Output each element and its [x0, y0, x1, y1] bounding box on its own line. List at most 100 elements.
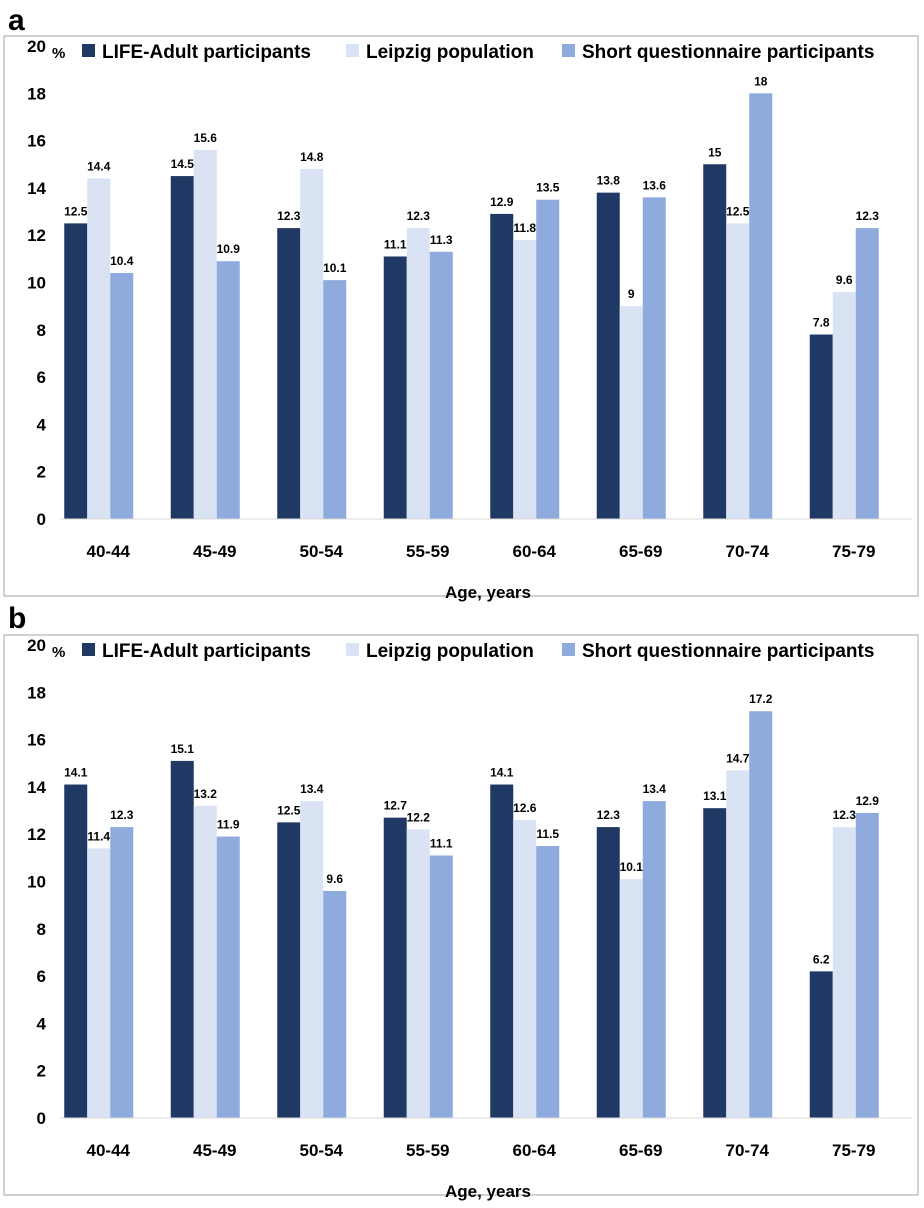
legend-swatch-0: [82, 643, 95, 656]
x-tick-label: 55-59: [406, 542, 449, 561]
x-tick-label: 45-49: [193, 1141, 236, 1160]
bar-1: [726, 770, 750, 1118]
x-tick-label: 75-79: [832, 1141, 875, 1160]
bar-0: [170, 760, 194, 1118]
data-label: 14.1: [490, 766, 514, 780]
bar-0: [64, 784, 88, 1118]
bar-2: [216, 836, 240, 1118]
y-tick-label: 6: [37, 368, 46, 387]
data-label: 7.8: [813, 316, 830, 330]
bar-1: [87, 848, 111, 1118]
bar-2: [536, 199, 560, 519]
bar-0: [596, 827, 620, 1118]
data-label: 9.6: [836, 273, 853, 287]
data-label: 12.7: [384, 799, 408, 813]
bar-1: [832, 827, 856, 1118]
bar-1: [300, 168, 324, 520]
data-label: 15: [708, 145, 722, 159]
data-label: 13.1: [703, 789, 727, 803]
bar-0: [383, 256, 407, 519]
bar-0: [490, 213, 514, 520]
bar-1: [300, 801, 324, 1118]
data-label: 10.1: [620, 860, 644, 874]
y-tick-label: 20: [27, 37, 46, 56]
bar-2: [110, 273, 134, 519]
data-label: 10.1: [323, 261, 347, 275]
data-label: 13.5: [536, 181, 560, 195]
data-label: 12.3: [856, 209, 880, 223]
data-label: 11.1: [430, 836, 453, 850]
bar-0: [703, 164, 727, 519]
legend-label: LIFE-Adult participants: [102, 641, 311, 662]
data-label: 12.3: [597, 808, 621, 822]
x-tick-label: 75-79: [832, 542, 875, 561]
y-tick-label: 12: [27, 825, 46, 844]
bar-1: [513, 239, 537, 519]
bar-0: [596, 192, 620, 519]
data-label: 10.9: [217, 242, 241, 256]
data-label: 14.7: [726, 751, 750, 765]
x-tick-label: 45-49: [193, 542, 236, 561]
y-tick-label: 18: [27, 84, 46, 103]
data-label: 6.2: [813, 952, 830, 966]
y-tick-label: 16: [27, 731, 46, 750]
plot-border: [3, 35, 919, 597]
legend-label: Leipzig population: [366, 42, 534, 63]
bar-0: [703, 808, 727, 1118]
data-label: 17.2: [749, 692, 773, 706]
y-tick-label: 14: [27, 179, 46, 198]
bar-1: [832, 291, 856, 519]
data-label: 14.1: [64, 766, 88, 780]
legend-label: Leipzig population: [366, 641, 534, 662]
data-label: 13.2: [194, 787, 218, 801]
bar-0: [277, 822, 301, 1118]
x-tick-label: 55-59: [406, 1141, 449, 1160]
data-label: 14.8: [300, 150, 324, 164]
bar-2: [855, 228, 879, 520]
bar-2: [323, 890, 347, 1118]
data-label: 12.5: [726, 204, 750, 218]
bar-0: [809, 334, 833, 519]
x-tick-label: 50-54: [300, 1141, 344, 1160]
bar-1: [619, 306, 643, 519]
data-label: 11.4: [87, 829, 110, 843]
bar-2: [323, 280, 347, 519]
bar-1: [619, 879, 643, 1118]
data-label: 15.6: [194, 131, 218, 145]
bar-1: [513, 820, 537, 1118]
y-tick-label: 10: [27, 873, 46, 892]
bar-2: [749, 711, 773, 1118]
y-tick-label: 4: [37, 415, 47, 434]
data-label: 12.2: [407, 810, 431, 824]
bar-2: [749, 93, 773, 520]
bar-2: [642, 801, 666, 1118]
data-label: 12.5: [64, 204, 88, 218]
x-tick-label: 60-64: [513, 1141, 557, 1160]
y-tick-label: 20: [27, 636, 46, 655]
bar-0: [809, 971, 833, 1118]
y-tick-label: 12: [27, 226, 46, 245]
bar-2: [429, 855, 453, 1118]
bar-1: [193, 805, 217, 1118]
y-tick-label: 14: [27, 778, 46, 797]
legend-label: Short questionnaire participants: [582, 641, 874, 662]
x-tick-label: 40-44: [87, 542, 131, 561]
x-tick-label: 60-64: [513, 542, 557, 561]
y-tick-label: 4: [37, 1014, 47, 1033]
y-unit-label: %: [52, 45, 65, 62]
bar-1: [406, 829, 430, 1118]
data-label: 12.3: [110, 808, 134, 822]
y-tick-label: 0: [37, 1109, 46, 1128]
legend-label: Short questionnaire participants: [582, 42, 874, 63]
panel-letter: b: [8, 602, 26, 635]
x-tick-label: 65-69: [619, 542, 662, 561]
x-axis-label: Age, years: [445, 583, 531, 602]
data-label: 11.9: [217, 818, 240, 832]
panel-letter: a: [8, 4, 25, 37]
y-tick-label: 8: [37, 321, 46, 340]
data-label: 9.6: [326, 872, 343, 886]
y-tick-label: 6: [37, 967, 46, 986]
legend-label: LIFE-Adult participants: [102, 42, 311, 63]
bar-0: [383, 817, 407, 1118]
